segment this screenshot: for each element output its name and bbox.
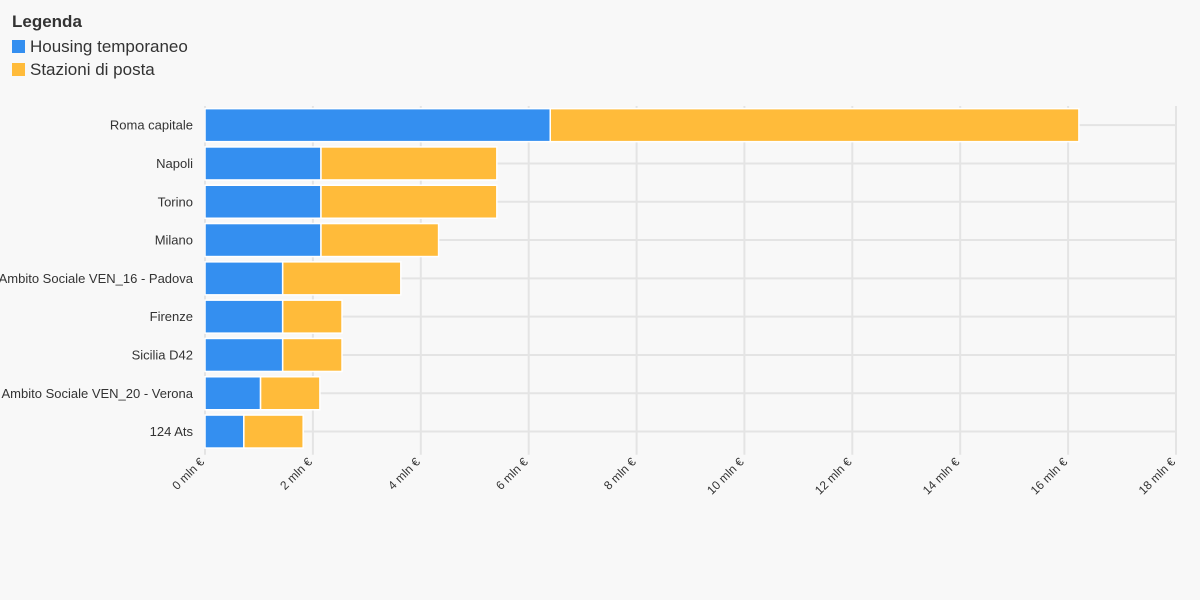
bar-stazioni-di-posta [243, 414, 304, 449]
x-tick-label: 14 mln € [920, 455, 963, 498]
legend-title: Legenda [12, 12, 82, 31]
bar-stazioni-di-posta [281, 261, 402, 296]
x-tick-label: 6 mln € [493, 455, 531, 493]
x-tick-label: 12 mln € [812, 455, 855, 498]
bar-stazioni-di-posta [320, 222, 440, 258]
x-tick-label: 16 mln € [1028, 455, 1071, 498]
bar-housing-temporaneo [204, 261, 284, 296]
x-tick-label: 4 mln € [385, 455, 423, 493]
bar-stazioni-di-posta [320, 184, 498, 219]
x-tick-label: 2 mln € [277, 455, 315, 493]
legend-swatch-stazioni-di-posta [12, 63, 25, 76]
bar-stazioni-di-posta [320, 146, 498, 181]
bar-stazioni-di-posta [259, 376, 321, 411]
bar-housing-temporaneo [204, 299, 284, 334]
x-tick-label: 18 mln € [1136, 455, 1179, 498]
bar-housing-temporaneo [204, 107, 551, 143]
bar-stazioni-di-posta [281, 299, 343, 334]
legend-item-stazioni-di-posta: Stazioni di posta [12, 58, 188, 81]
legend-label-housing-temporaneo: Housing temporaneo [30, 36, 188, 56]
legend: Legenda Housing temporaneo Stazioni di p… [12, 12, 188, 81]
x-tick-label: 0 mln € [169, 455, 207, 493]
bar-housing-temporaneo [204, 337, 284, 373]
category-label: 124 Ats [150, 424, 194, 439]
bar-stazioni-di-posta [281, 337, 343, 373]
category-label: Napoli [156, 156, 193, 171]
bar-housing-temporaneo [204, 376, 262, 411]
legend-label-stazioni-di-posta: Stazioni di posta [30, 59, 155, 79]
bar-housing-temporaneo [204, 184, 322, 219]
category-label: Ambito Sociale VEN_16 - Padova [0, 271, 194, 286]
bar-housing-temporaneo [204, 414, 245, 449]
legend-item-housing-temporaneo: Housing temporaneo [12, 35, 188, 58]
category-label: Firenze [150, 309, 193, 324]
category-label: Ambito Sociale VEN_20 - Verona [2, 386, 194, 401]
category-label: Torino [158, 194, 193, 209]
category-label: Sicilia D42 [132, 347, 193, 362]
x-tick-label: 10 mln € [704, 455, 747, 498]
bar-housing-temporaneo [204, 222, 322, 258]
bar-housing-temporaneo [204, 146, 322, 181]
category-label: Milano [155, 233, 193, 248]
x-tick-label: 8 mln € [601, 455, 639, 493]
bar-stazioni-di-posta [549, 107, 1080, 143]
category-label: Roma capitale [110, 118, 193, 133]
legend-swatch-housing-temporaneo [12, 40, 25, 53]
